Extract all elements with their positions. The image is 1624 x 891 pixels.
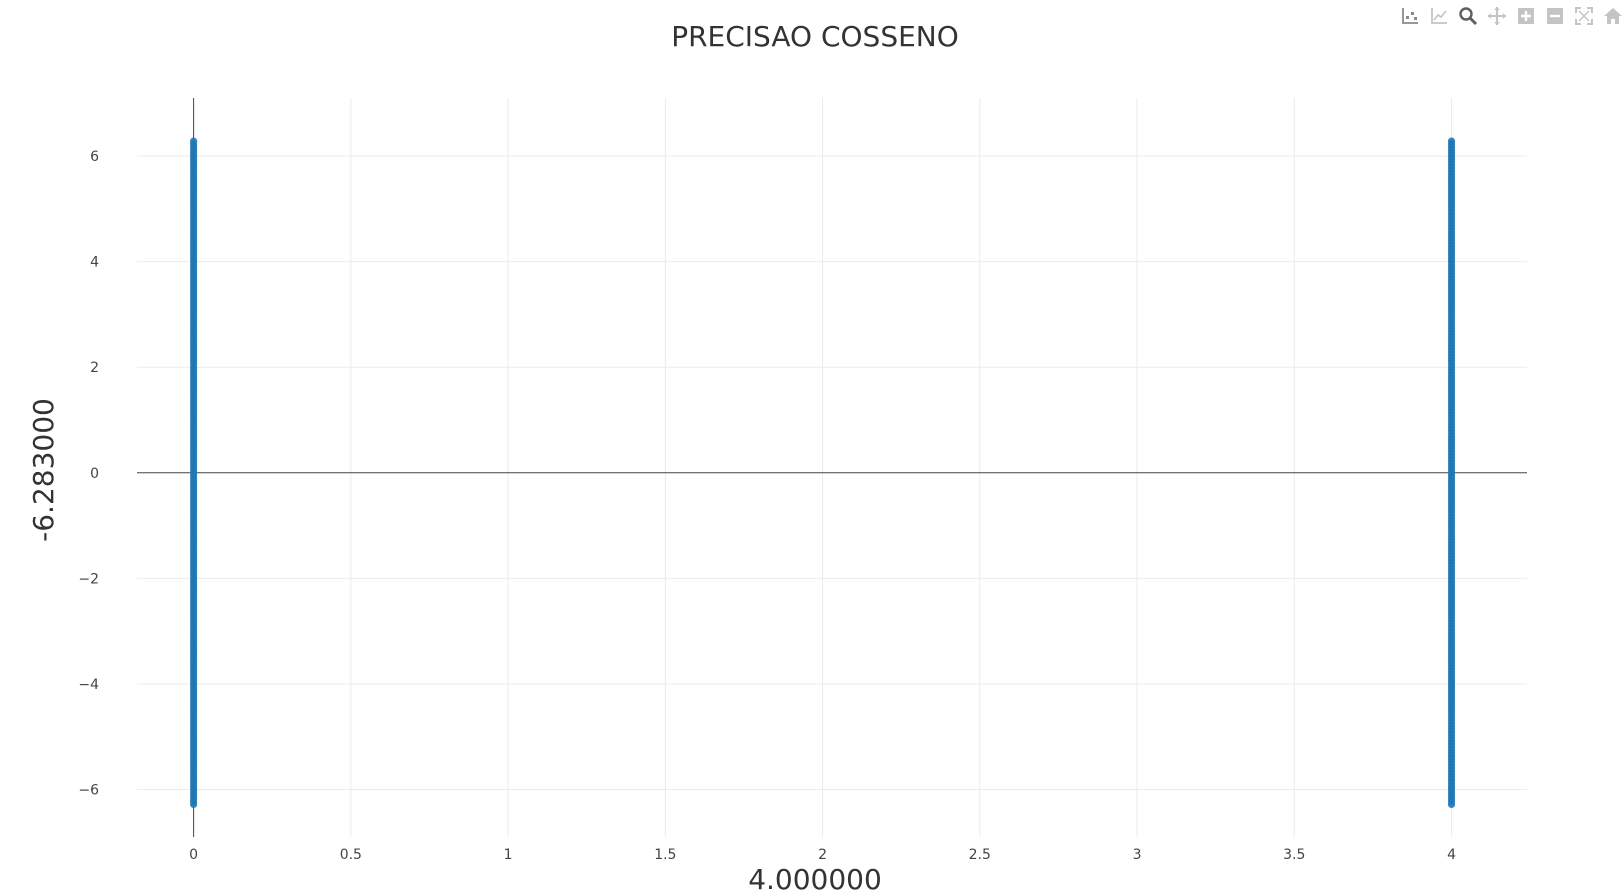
modebar-toolbar <box>1398 4 1624 27</box>
grid-lines <box>137 98 1527 837</box>
zoom-icon <box>1458 6 1477 25</box>
compare-data-icon <box>1430 7 1447 24</box>
x-axis-title: 4.000000 <box>748 863 882 891</box>
zero-lines <box>137 98 1527 837</box>
x-tick-label: 1.5 <box>654 847 676 863</box>
x-tick-label: 1 <box>504 847 513 863</box>
zoom-out-button[interactable] <box>1543 4 1566 27</box>
zoom-button[interactable] <box>1456 4 1479 27</box>
y-tick-label: 4 <box>90 255 99 271</box>
data-point <box>190 137 198 145</box>
y-tick-label: 6 <box>90 149 99 165</box>
autoscale-button[interactable] <box>1572 4 1595 27</box>
y-tick-label: 2 <box>90 360 99 376</box>
tick-labels: 0 0.5 1 1.5 2 2.5 3 3.5 4 −6 −4 −2 0 2 4 6 <box>78 149 1456 863</box>
show-closest-data-button[interactable] <box>1398 4 1421 27</box>
zoom-in-icon <box>1517 7 1534 24</box>
data-marks <box>190 137 1456 809</box>
zoom-in-button[interactable] <box>1514 4 1537 27</box>
reset-axes-button[interactable] <box>1601 4 1624 27</box>
pan-icon <box>1487 6 1506 25</box>
show-closest-data-icon <box>1401 7 1418 24</box>
y-tick-label: −6 <box>78 782 99 798</box>
pan-button[interactable] <box>1485 4 1508 27</box>
x-tick-label: 2 <box>818 847 827 863</box>
x-tick-label: 0 <box>189 847 198 863</box>
reset-axes-icon <box>1603 7 1622 24</box>
y-tick-label: −2 <box>78 571 99 587</box>
x-tick-label: 3.5 <box>1283 847 1305 863</box>
y-tick-label: 0 <box>90 466 99 482</box>
x-tick-label: 0.5 <box>340 847 362 863</box>
x-tick-label: 3 <box>1133 847 1142 863</box>
y-tick-label: −4 <box>78 677 99 693</box>
zoom-out-icon <box>1546 7 1563 24</box>
x-tick-label: 2.5 <box>969 847 991 863</box>
compare-data-button[interactable] <box>1427 4 1450 27</box>
chart-title: PRECISAO COSSENO <box>671 20 959 53</box>
x-tick-label: 4 <box>1447 847 1456 863</box>
autoscale-icon <box>1574 6 1593 25</box>
data-point <box>1447 137 1456 145</box>
y-axis-title: -6.283000 <box>27 398 60 542</box>
